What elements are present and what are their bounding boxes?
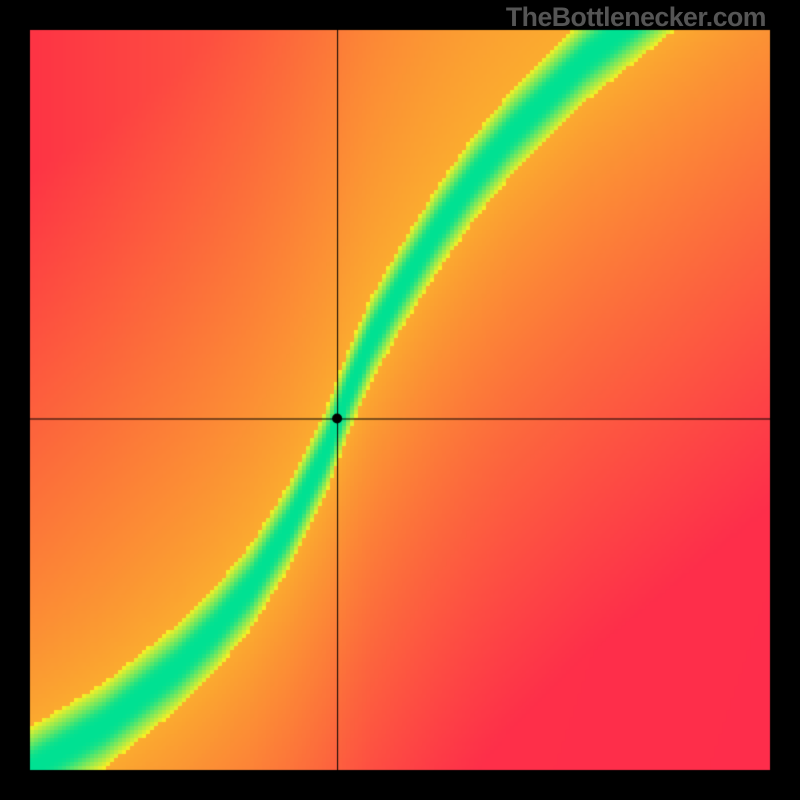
chart-container: { "chart": { "type": "heatmap", "width_p… [0,0,800,800]
bottleneck-heatmap [0,0,800,800]
watermark-text: TheBottlenecker.com [506,2,766,33]
